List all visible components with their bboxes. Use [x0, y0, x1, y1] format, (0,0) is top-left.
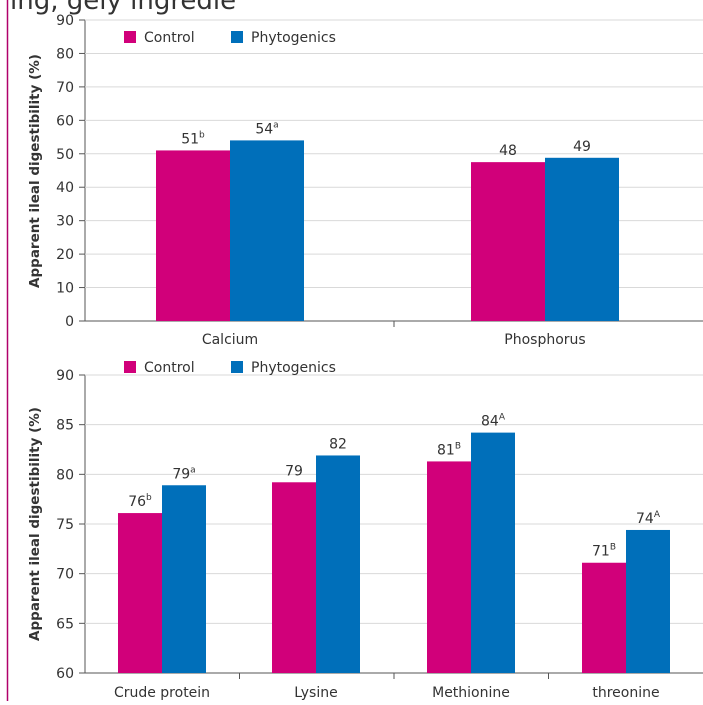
significance-superscript: A — [654, 510, 661, 520]
data-label: 48 — [499, 143, 517, 159]
y-tick-label: 80 — [56, 46, 74, 62]
bar-control-crude-protein — [118, 513, 162, 673]
data-label: 79 — [285, 463, 303, 479]
y-tick-label: 80 — [56, 467, 74, 483]
significance-superscript: B — [610, 543, 616, 553]
category-label: Crude protein — [114, 685, 210, 701]
data-label: 79a — [172, 465, 195, 482]
y-tick-label: 70 — [56, 567, 74, 583]
y-tick-label: 90 — [56, 13, 74, 29]
legend-label-control: Control — [144, 360, 195, 376]
significance-superscript: A — [499, 413, 506, 423]
y-tick-label: 70 — [56, 80, 74, 96]
data-label: 81B — [437, 441, 461, 458]
data-label: 84A — [481, 413, 506, 430]
y-tick-label: 10 — [56, 281, 74, 297]
bar-phytogenics-methionine — [471, 432, 515, 673]
significance-superscript: b — [146, 493, 152, 503]
significance-superscript: a — [273, 120, 279, 130]
data-label: 54a — [255, 120, 278, 137]
legend-label-phytogenics: Phytogenics — [251, 30, 336, 46]
y-tick-label: 75 — [56, 517, 74, 533]
chart-2: 60 65 70 75 80 85 90 Apparent ileal digestibili… — [27, 360, 703, 701]
data-label: 49 — [573, 139, 591, 155]
legend: Control Phytogenics — [124, 360, 336, 376]
bar-phytogenics-lysine — [316, 455, 360, 673]
significance-superscript: b — [199, 130, 205, 140]
legend-label-phytogenics: Phytogenics — [251, 360, 336, 376]
category-label: Methionine — [432, 685, 510, 701]
y-tick-label: 90 — [56, 368, 74, 384]
category-label: Phosphorus — [504, 332, 585, 348]
bar-control-calcium — [156, 150, 230, 321]
chart-1: 0 10 20 30 40 50 60 70 80 90 Apparent ileal digest… — [27, 13, 703, 348]
data-label: 76b — [128, 493, 152, 510]
category-label: Lysine — [294, 685, 337, 701]
significance-superscript: B — [455, 441, 461, 451]
y-axis-title: Apparent ileal digestibility (%) — [27, 54, 43, 288]
bar-control-lysine — [272, 482, 316, 673]
legend: Control Phytogenics — [124, 30, 336, 46]
bar-control-phosphorus — [471, 162, 545, 321]
data-label: 71B — [592, 543, 616, 560]
y-tick-label: 65 — [56, 616, 74, 632]
data-label: 82 — [329, 436, 347, 452]
y-tick-label: 0 — [65, 314, 74, 330]
y-tick-label: 30 — [56, 214, 74, 230]
legend-swatch-control — [124, 361, 136, 373]
y-tick-label: 50 — [56, 147, 74, 163]
legend-swatch-control — [124, 31, 136, 43]
data-label: 51b — [181, 130, 205, 147]
category-label: threonine — [592, 685, 659, 701]
y-axis-title: Apparent ileal digestibility (%) — [27, 407, 43, 641]
significance-superscript: a — [190, 465, 196, 475]
legend-label-control: Control — [144, 30, 195, 46]
category-label: Calcium — [202, 332, 258, 348]
legend-swatch-phytogenics — [231, 31, 243, 43]
bar-phytogenics-calcium — [230, 140, 304, 321]
cropped-header-text: ing, gely ingredie — [10, 0, 237, 16]
y-tick-label: 60 — [56, 113, 74, 129]
y-tick-label: 40 — [56, 180, 74, 196]
legend-swatch-phytogenics — [231, 361, 243, 373]
bar-phytogenics-threonine — [626, 529, 670, 673]
y-tick-label: 85 — [56, 418, 74, 434]
y-tick-label: 60 — [56, 666, 74, 682]
bar-phytogenics-phosphorus — [545, 157, 619, 321]
bar-phytogenics-crude-protein — [162, 485, 206, 673]
bar-control-methionine — [427, 461, 471, 673]
y-tick-label: 20 — [56, 247, 74, 263]
bar-control-threonine — [582, 562, 626, 673]
